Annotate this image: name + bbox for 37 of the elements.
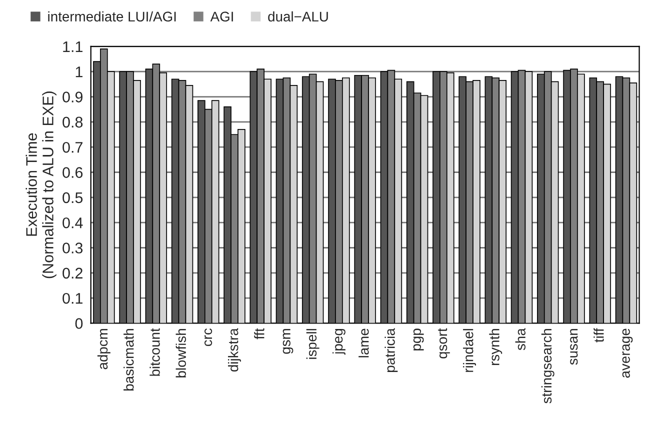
y-tick-label: 0.6 [62, 167, 83, 178]
x-tick-label: crc [204, 328, 212, 346]
x-tick-label: fft [254, 328, 264, 340]
x-tick-label: basicmath [124, 329, 134, 391]
legend-label: AGI [210, 12, 233, 22]
y-tick-label: 0.9 [62, 92, 82, 102]
x-tick-label: gsm [282, 329, 294, 354]
y-tick-label: 0.8 [62, 116, 83, 128]
x-tick-label: susan [570, 329, 578, 365]
x-tick-label: patricia [384, 328, 398, 372]
x-tick-label: sha [515, 328, 526, 350]
y-tick-label: 0.3 [62, 242, 83, 254]
y-tick-label: 0.5 [62, 192, 83, 204]
x-tick-label: lame [358, 328, 369, 358]
y-tick-label: 0.7 [62, 142, 82, 153]
x-tick-label: blowfish [176, 329, 186, 378]
y-tick-label: 1 [76, 66, 82, 78]
y-tick-label: 0.1 [62, 292, 82, 304]
legend-label: dual−ALU [268, 11, 328, 22]
x-tick-label: jpeg [332, 329, 346, 355]
x-tick-label: stringsearch [541, 329, 554, 404]
x-tick-label: tiff [594, 328, 604, 342]
x-tick-label: pgp [413, 328, 424, 350]
x-tick-label: qsort [438, 328, 450, 358]
x-tick-label: rijndael [463, 329, 476, 372]
x-tick-label: ispell [306, 329, 320, 359]
y-tick-label: 0.4 [62, 217, 83, 228]
y-tick-label: 1.1 [63, 41, 82, 52]
x-tick-label: adpcm [97, 329, 110, 370]
x-tick-label: average [622, 328, 633, 378]
x-tick-label: rsynth [489, 329, 502, 365]
x-tick-label: bitcount [150, 328, 160, 376]
y-axis-title: Execution Time (Normalized to ALU in EXE) [26, 92, 56, 278]
y-tick-label: 0 [75, 318, 83, 329]
x-tick-label: dijkstra [228, 328, 241, 372]
legend-label: intermediate LUI/AGI [48, 11, 176, 22]
y-tick-label: 0.2 [62, 268, 82, 279]
